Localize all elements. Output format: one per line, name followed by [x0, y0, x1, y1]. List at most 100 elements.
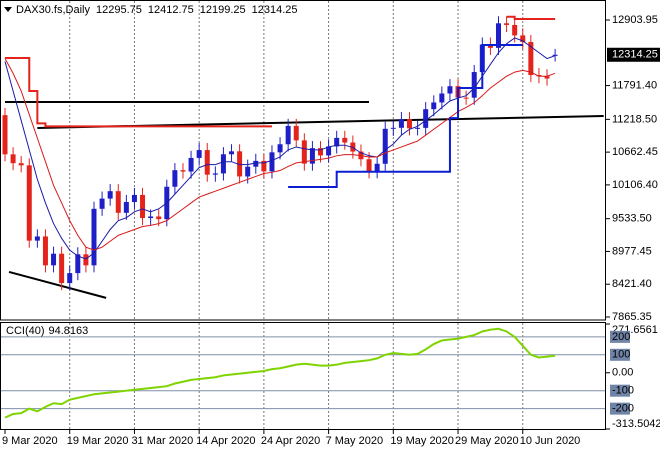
candle-body: [520, 35, 526, 43]
candle-body: [261, 160, 267, 172]
cci-frame: [0, 322, 606, 430]
candle-body: [301, 140, 307, 164]
candle-body: [277, 144, 283, 153]
candle-body: [2, 115, 8, 155]
candle-body: [293, 125, 299, 141]
candle-body: [204, 150, 210, 175]
y-tick-label: 11218.50: [612, 113, 657, 125]
candle-body: [51, 253, 57, 266]
x-tick-label: 14 Apr 2020: [196, 435, 255, 447]
candle-body: [407, 119, 412, 129]
candle-body: [42, 236, 48, 266]
candle-body: [34, 236, 40, 241]
candle-body: [237, 151, 243, 177]
candle-body: [10, 154, 16, 164]
indicator-line: [4, 58, 556, 251]
candle-body: [148, 216, 154, 219]
candle-body: [253, 160, 259, 167]
indicator-header: CCI(40) 94.8163: [6, 325, 88, 337]
candle-body: [495, 23, 501, 48]
y-tick-label: 7865.35: [612, 311, 652, 323]
candle-body: [123, 202, 129, 213]
candle-body: [504, 23, 510, 25]
price-tag: [607, 47, 660, 62]
candle-body: [423, 109, 429, 128]
candle-body: [342, 137, 348, 143]
x-tick-label: 31 Mar 2020: [131, 435, 193, 447]
candle-body: [188, 157, 194, 172]
candle-body: [67, 273, 73, 284]
y-tick-label: 0.00: [612, 367, 633, 379]
candle-body: [366, 159, 372, 172]
candle-body: [552, 54, 558, 56]
series-group: [4, 15, 556, 260]
candle-body: [544, 76, 550, 79]
step-line: [288, 43, 523, 189]
menu-arrow: [4, 7, 12, 12]
trendline: [8, 270, 107, 299]
y-tick-label: 11791.40: [612, 79, 657, 91]
indicator-title: CCI(40): [6, 325, 45, 337]
candle-body: [172, 170, 178, 187]
level-label-box: [610, 348, 630, 361]
candle-body: [487, 44, 493, 48]
candle-body: [83, 254, 89, 266]
main-frame: [0, 0, 606, 321]
candle-body: [390, 127, 396, 129]
x-tick-label: 7 May 2020: [326, 435, 383, 447]
y-tick-label: -200: [612, 403, 634, 415]
y-tick-label: 8977.45: [612, 245, 652, 257]
ohlc-close: 12314.25: [252, 4, 298, 16]
y-tick-label: 10106.40: [612, 179, 658, 191]
candle-body: [309, 148, 315, 164]
candle-body: [334, 137, 340, 147]
x-tick-label: 24 Apr 2020: [261, 435, 320, 447]
y-tick-label: 200: [612, 331, 630, 343]
y-tick-label: 9533.50: [612, 213, 652, 225]
y-tick-label: -100: [612, 385, 634, 397]
step-line: [5, 15, 556, 128]
y-tick-label: -313.5042: [612, 418, 660, 430]
chart-title: DAX30.fs,Daily: [16, 4, 90, 16]
price-tag-label: 12314.25: [612, 49, 658, 61]
candle-body: [131, 194, 137, 203]
candle-body: [140, 194, 146, 219]
candle-body: [245, 166, 251, 177]
candle-body: [398, 119, 404, 128]
candle-body: [18, 163, 24, 166]
ohlc-open: 12295.75: [96, 4, 142, 16]
chart-header: DAX30.fs,Daily 12295.75 12412.75 12199.25 12…: [16, 4, 298, 16]
candle-body: [374, 163, 380, 172]
candle-body: [26, 165, 32, 241]
candle-body: [463, 97, 469, 99]
candle-body: [229, 151, 235, 155]
candle-body: [75, 254, 81, 274]
indicator-value: 94.8163: [49, 325, 89, 337]
candle-body: [196, 150, 202, 158]
candle-body: [528, 42, 534, 76]
ohlc-high: 12412.75: [148, 4, 194, 16]
candle-body: [285, 125, 291, 145]
y-tick-label: 10662.45: [612, 146, 658, 158]
candle-body: [431, 102, 437, 110]
candle-body: [439, 93, 445, 103]
level-label-box: [610, 384, 630, 397]
series-group: [4, 327, 556, 419]
level-label-box: [610, 330, 630, 343]
candle-body: [220, 154, 226, 174]
candle-body: [180, 170, 186, 172]
candle-body: [471, 72, 477, 98]
indicator-line: [4, 327, 556, 419]
candle-body: [269, 152, 275, 172]
candle-body: [415, 127, 421, 129]
candle-body: [512, 24, 518, 36]
y-tick-label: 100: [612, 349, 630, 361]
candle-body: [447, 86, 453, 94]
candle-body: [59, 253, 65, 284]
x-tick-label: 19 May 2020: [390, 435, 454, 447]
candle-body: [318, 148, 324, 156]
x-tick-label: 29 May 2020: [455, 435, 519, 447]
candle-body: [326, 146, 332, 156]
candle-body: [99, 198, 105, 209]
